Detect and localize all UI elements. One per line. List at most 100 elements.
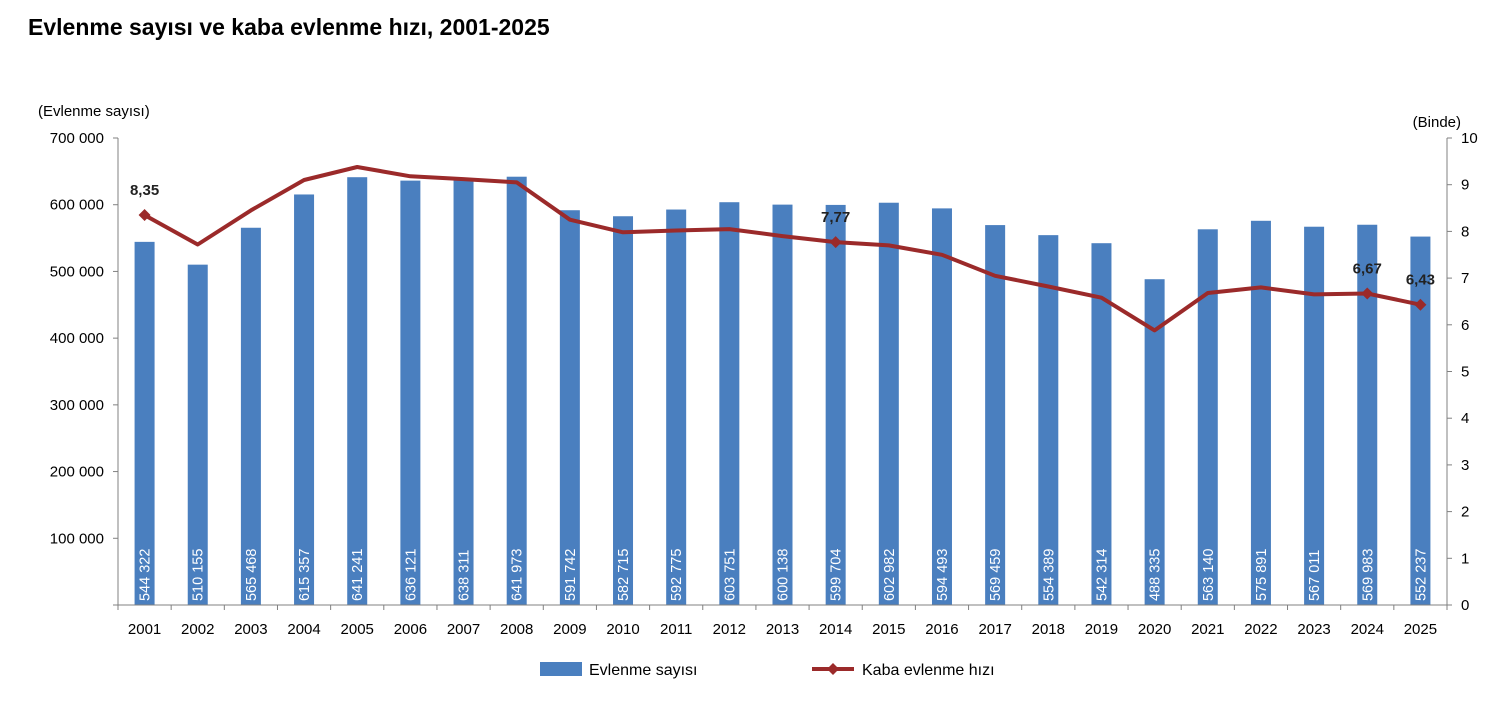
bar <box>1144 279 1165 605</box>
bar <box>187 264 208 605</box>
left-tick-label: 700 000 <box>50 130 104 147</box>
bar <box>240 227 261 605</box>
left-tick-label: 500 000 <box>50 263 104 280</box>
legend-bar-swatch <box>540 662 582 676</box>
left-tick-label: 100 000 <box>50 530 104 547</box>
bar <box>878 202 899 606</box>
x-tick-label: 2013 <box>766 621 799 638</box>
bar <box>719 202 740 605</box>
line-point-label: 6,67 <box>1353 261 1382 278</box>
right-tick-label: 10 <box>1461 130 1478 147</box>
x-tick-label: 2005 <box>341 621 374 638</box>
x-tick-label: 2009 <box>553 621 586 638</box>
x-tick-label: 2025 <box>1404 621 1437 638</box>
x-tick-label: 2019 <box>1085 621 1118 638</box>
legend: Evlenme sayısı Kaba evlenme hızı <box>540 662 995 679</box>
bar-value-label: 594 493 <box>935 549 951 601</box>
x-tick-label: 2006 <box>394 621 427 638</box>
bar <box>666 209 687 605</box>
line-marker <box>1361 287 1374 300</box>
right-axis: 0 1 2 3 4 5 6 7 8 9 10(Binde) <box>1413 114 1478 614</box>
bar <box>1197 229 1218 605</box>
x-tick-label: 2015 <box>872 621 905 638</box>
bar <box>453 179 474 605</box>
x-tick-label: 2007 <box>447 621 480 638</box>
x-tick-label: 2020 <box>1138 621 1171 638</box>
line-point-label: 8,35 <box>130 182 159 199</box>
x-tick-label: 2018 <box>1032 621 1065 638</box>
bar-value-label: 582 715 <box>616 549 632 601</box>
bar <box>134 241 155 605</box>
chart-title: Evlenme sayısı ve kaba evlenme hızı, 200… <box>28 14 550 40</box>
x-tick-label: 2004 <box>287 621 320 638</box>
bar-value-label: 591 742 <box>563 549 579 601</box>
bar-value-label: 638 311 <box>457 550 473 601</box>
x-tick-label: 2016 <box>925 621 958 638</box>
bar-value-label: 567 011 <box>1307 550 1323 601</box>
line-path <box>143 165 1421 333</box>
bar <box>400 180 421 605</box>
bar <box>613 216 634 605</box>
x-axis: 2001 2002 2003 2004 2005 2006 2007 2008 2009 2010… <box>117 604 1448 638</box>
left-tick-label: 600 000 <box>50 197 104 214</box>
line-marker <box>1414 298 1427 311</box>
bar-value-label: 563 140 <box>1201 549 1217 601</box>
bar <box>825 204 846 606</box>
x-tick-label: 2023 <box>1297 621 1330 638</box>
bar-value-label: 552 237 <box>1413 549 1429 601</box>
bar-value-label: 615 357 <box>297 549 313 601</box>
bar <box>559 210 580 605</box>
bar-value-label: 600 138 <box>776 549 792 601</box>
legend-bar-label: Evlenme sayısı <box>589 662 697 679</box>
bar-value-label: 542 314 <box>1094 549 1110 601</box>
line-marker <box>829 236 842 249</box>
bar <box>1357 224 1378 605</box>
bar <box>1410 236 1431 605</box>
right-tick-label: 5 <box>1461 364 1469 381</box>
right-tick-label: 9 <box>1461 177 1469 194</box>
bar-value-label: 575 891 <box>1254 549 1270 601</box>
left-tick-label: 200 000 <box>50 464 104 481</box>
x-tick-label: 2011 <box>660 621 692 638</box>
bar-value-label: 569 459 <box>988 549 1004 601</box>
bar-value-label: 544 322 <box>138 549 154 601</box>
x-tick-label: 2008 <box>500 621 533 638</box>
bar-value-label: 636 121 <box>403 549 419 601</box>
right-tick-label: 6 <box>1461 317 1469 334</box>
x-tick-label: 2012 <box>713 621 746 638</box>
bar-value-label: 599 704 <box>829 549 845 601</box>
bar <box>772 204 793 605</box>
line-point-label: 7,77 <box>821 209 850 226</box>
x-tick-label: 2002 <box>181 621 214 638</box>
line-point-label: 6,43 <box>1406 272 1435 289</box>
bar-value-label: 641 241 <box>350 549 366 601</box>
bar <box>931 208 952 605</box>
x-tick-label: 2001 <box>128 621 161 638</box>
line-series: 8,35 7,77 6,67 6,43 <box>130 165 1435 333</box>
bar-value-label: 565 468 <box>244 549 260 601</box>
x-tick-label: 2022 <box>1244 621 1277 638</box>
left-axis: 100 000 200 000 300 000 400 000 500 000 600 0… <box>38 103 150 606</box>
bar-value-label: 554 389 <box>1041 549 1057 601</box>
bar <box>1091 243 1112 605</box>
bar <box>506 176 527 606</box>
right-tick-label: 2 <box>1461 504 1469 521</box>
right-tick-label: 7 <box>1461 270 1469 287</box>
bar <box>1038 235 1059 605</box>
bar-value-label: 592 775 <box>669 549 685 601</box>
bar <box>985 225 1006 606</box>
right-tick-label: 3 <box>1461 457 1469 474</box>
x-tick-label: 2010 <box>606 621 639 638</box>
bar-value-label: 488 335 <box>1148 549 1164 601</box>
bar <box>1250 220 1271 605</box>
x-tick-label: 2021 <box>1191 621 1224 638</box>
bar-series <box>134 176 1431 606</box>
bar-value-label: 641 973 <box>510 549 526 601</box>
left-tick-label: 300 000 <box>50 397 104 414</box>
x-tick-label: 2024 <box>1351 621 1384 638</box>
right-tick-label: 1 <box>1461 550 1469 567</box>
x-tick-label: 2003 <box>234 621 267 638</box>
right-tick-label: 8 <box>1461 223 1469 240</box>
bar-value-label: 569 983 <box>1360 549 1376 601</box>
x-tick-label: 2014 <box>819 621 852 638</box>
